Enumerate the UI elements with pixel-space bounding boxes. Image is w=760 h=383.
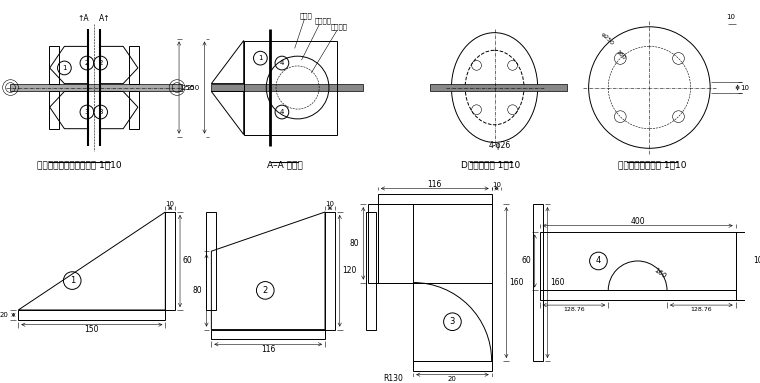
Text: 悬臂法兰盘大样图 1：10: 悬臂法兰盘大样图 1：10 bbox=[618, 160, 686, 169]
Text: A–A 剪面图: A–A 剪面图 bbox=[267, 160, 302, 169]
Text: 锁管套管: 锁管套管 bbox=[331, 24, 348, 30]
Text: φ250: φ250 bbox=[600, 31, 614, 46]
Text: 250: 250 bbox=[182, 85, 195, 90]
Bar bbox=[413, 204, 492, 361]
Text: 4-φ26: 4-φ26 bbox=[489, 141, 511, 150]
Text: 80: 80 bbox=[193, 286, 202, 295]
Bar bbox=[540, 232, 736, 290]
Text: 60: 60 bbox=[183, 257, 193, 265]
Text: 160: 160 bbox=[615, 49, 627, 61]
Text: 10: 10 bbox=[166, 201, 175, 207]
Text: 10: 10 bbox=[753, 257, 760, 265]
Text: R130: R130 bbox=[383, 373, 403, 383]
Text: 80: 80 bbox=[350, 239, 359, 248]
Text: 2: 2 bbox=[263, 286, 268, 295]
Text: 160: 160 bbox=[509, 278, 524, 287]
Text: 250: 250 bbox=[187, 85, 200, 90]
Text: 20: 20 bbox=[448, 376, 457, 381]
Text: 4: 4 bbox=[280, 60, 284, 66]
Text: 116: 116 bbox=[428, 180, 442, 189]
Bar bbox=[244, 41, 337, 134]
Bar bbox=[18, 310, 166, 320]
Text: 160: 160 bbox=[652, 267, 667, 280]
Text: 160: 160 bbox=[550, 278, 565, 287]
Bar bbox=[366, 212, 376, 330]
Bar bbox=[49, 92, 59, 129]
Text: 3: 3 bbox=[450, 317, 455, 326]
Bar bbox=[368, 204, 378, 283]
Text: 150: 150 bbox=[84, 325, 99, 334]
Text: D视向大样图 1：10: D视向大样图 1：10 bbox=[461, 160, 521, 169]
Text: 金兰盘: 金兰盘 bbox=[299, 12, 312, 19]
Text: 10: 10 bbox=[492, 182, 501, 188]
Text: 2: 2 bbox=[84, 60, 89, 66]
Bar bbox=[378, 204, 492, 283]
Bar bbox=[129, 92, 139, 129]
Text: 2: 2 bbox=[99, 60, 103, 66]
Text: 4: 4 bbox=[280, 109, 284, 115]
Bar bbox=[378, 194, 492, 204]
Text: 60: 60 bbox=[521, 257, 530, 265]
Text: 116: 116 bbox=[261, 345, 275, 354]
Bar bbox=[129, 46, 139, 83]
Bar bbox=[540, 290, 736, 300]
Text: 10: 10 bbox=[727, 14, 735, 20]
Text: 400: 400 bbox=[630, 217, 645, 226]
Text: 1: 1 bbox=[258, 55, 263, 61]
Bar bbox=[49, 46, 59, 83]
Bar bbox=[736, 232, 746, 300]
Bar bbox=[11, 83, 182, 92]
Text: 128.76: 128.76 bbox=[563, 308, 584, 313]
Bar bbox=[413, 361, 492, 371]
Text: 3: 3 bbox=[98, 109, 103, 115]
Text: 立柱与横梁连接部大样图 1：10: 立柱与横梁连接部大样图 1：10 bbox=[36, 160, 122, 169]
Text: 4: 4 bbox=[596, 257, 601, 265]
Bar bbox=[211, 83, 363, 92]
Bar bbox=[430, 83, 567, 92]
Text: A↑: A↑ bbox=[99, 14, 110, 23]
Text: 128.76: 128.76 bbox=[691, 308, 712, 313]
Text: 120: 120 bbox=[343, 266, 357, 275]
Text: 20: 20 bbox=[0, 312, 8, 318]
Text: 1: 1 bbox=[62, 65, 67, 71]
Text: 10: 10 bbox=[740, 85, 749, 90]
Text: 10: 10 bbox=[325, 201, 334, 207]
Bar bbox=[211, 330, 325, 339]
Bar bbox=[207, 212, 217, 310]
Bar bbox=[325, 212, 335, 330]
Text: 3: 3 bbox=[84, 109, 89, 115]
Bar bbox=[166, 212, 175, 310]
Text: 1: 1 bbox=[70, 276, 74, 285]
Text: ↑A: ↑A bbox=[78, 14, 89, 23]
Text: 锁管支柱: 锁管支柱 bbox=[315, 18, 331, 25]
Bar bbox=[533, 204, 543, 361]
